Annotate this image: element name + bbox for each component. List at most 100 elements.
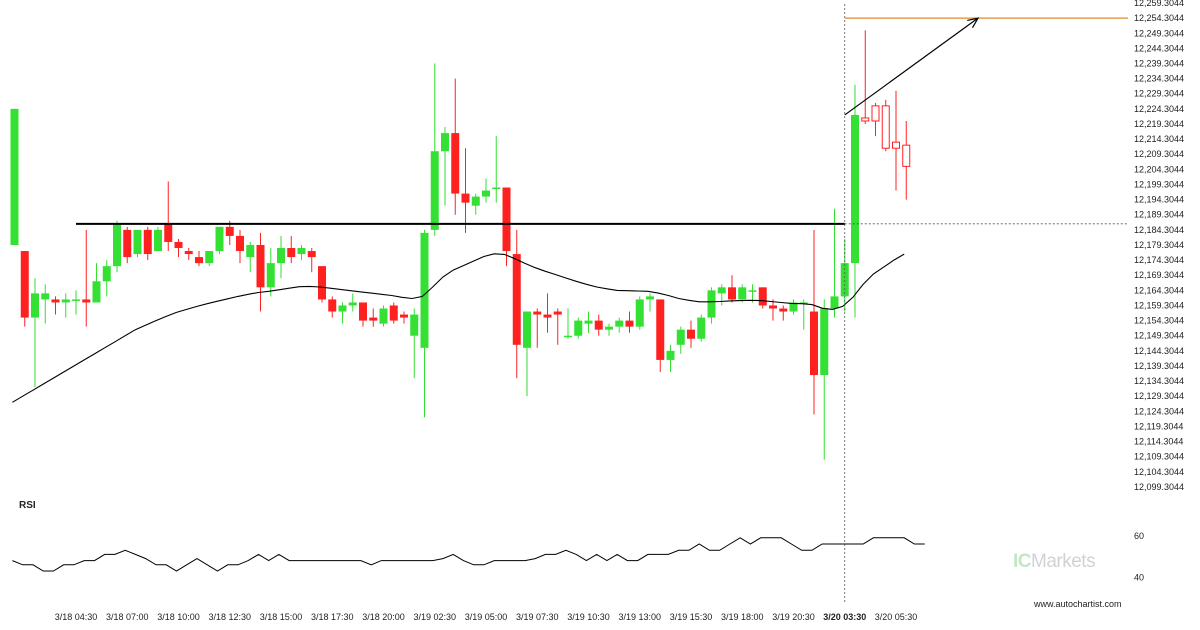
price-tick-label: 12,254.3044 [1134,13,1184,23]
price-tick-label: 12,209.3044 [1134,149,1184,159]
candle-body [779,308,788,312]
candle-body [348,302,357,306]
time-tick-label: 3/19 20:30 [772,612,815,622]
time-tick-label: 3/19 02:30 [413,612,456,622]
candle-body [635,299,644,327]
time-tick-label: 3/19 05:00 [465,612,508,622]
candle-body [902,144,911,167]
candle-body [707,290,716,318]
price-tick-label: 12,164.3044 [1134,285,1184,295]
candle-body [174,241,183,249]
time-tick-label: 3/19 13:00 [618,612,661,622]
price-tick-label: 12,154.3044 [1134,316,1184,326]
candle-body [738,287,747,300]
candle-body [871,105,880,122]
price-tick-label: 12,179.3044 [1134,240,1184,250]
time-tick-label: 3/18 15:00 [260,612,303,622]
price-tick-label: 12,124.3044 [1134,406,1184,416]
price-tick-label: 12,249.3044 [1134,28,1184,38]
candle-body [840,263,849,297]
candle-body [769,305,777,309]
candle-body [717,287,726,294]
candle-body [20,251,29,318]
candle-body [881,105,890,149]
time-tick-label: 3/19 18:00 [721,612,764,622]
candle-body [502,187,511,252]
candle-body [215,226,224,252]
candle-body [328,299,337,312]
candle-body [646,296,654,300]
candle-body [41,293,50,300]
candle-body [123,229,132,258]
price-tick-label: 12,199.3044 [1134,179,1184,189]
candle-body [400,314,408,318]
candle-body [584,320,593,324]
candle-body [810,311,818,376]
candle-body [82,299,91,303]
credit-link[interactable]: www.autochartist.com [1034,599,1122,609]
time-tick-label: 3/20 05:30 [875,612,918,622]
price-tick-label: 12,109.3044 [1134,452,1184,462]
time-tick-label: 3/18 04:30 [55,612,98,622]
candle-body [441,133,449,152]
candle-body [543,314,552,318]
price-tick-label: 12,104.3044 [1134,467,1184,477]
rsi-tick-label: 40 [1134,572,1144,582]
price-tick-label: 12,239.3044 [1134,59,1184,69]
candle-body [61,299,70,303]
price-tick-label: 12,219.3044 [1134,119,1184,129]
moving-average [12,253,905,403]
candle-body [451,133,460,194]
candle-body [430,151,439,230]
candle-body [420,232,429,348]
price-tick-label: 12,149.3044 [1134,331,1184,341]
candle-body [307,251,316,258]
candle-body [687,329,695,339]
price-tick-label: 12,119.3044 [1134,421,1183,431]
candle-body [379,308,388,324]
annotations [76,4,1128,604]
candle-body [851,114,859,264]
candle-body [318,266,326,300]
candle-body [758,287,767,306]
candle-body [830,296,839,309]
rsi-tick-label: 60 [1134,531,1144,541]
price-tick-label: 12,134.3044 [1134,376,1184,386]
price-tick-label: 12,194.3044 [1134,195,1184,205]
candle-body [492,187,501,190]
time-tick-label: 3/18 17:30 [311,612,354,622]
price-tick-label: 12,234.3044 [1134,74,1184,84]
candle-body [205,251,214,264]
candle-body [676,329,685,345]
candle-body [512,254,521,345]
candle-body [799,302,808,304]
candle-body [666,350,675,360]
moving-average-line [12,253,905,403]
candle-body [605,326,613,330]
candle-body [102,266,111,282]
candle-body [625,320,634,327]
candle-body [482,190,490,197]
candle-body [133,229,142,255]
candle-body [154,229,162,252]
candle-body [697,317,706,339]
candle-body [389,305,398,321]
candle-body [615,320,624,327]
price-tick-label: 12,159.3044 [1134,300,1184,310]
candle-body [523,311,531,348]
candle-body [820,308,829,376]
time-tick-label: 3/18 10:00 [157,612,200,622]
price-tick-label: 12,229.3044 [1134,89,1184,99]
price-tick-label: 12,144.3044 [1134,346,1184,356]
price-tick-label: 12,259.3044 [1134,0,1184,8]
time-tick-label: 3/19 15:30 [670,612,713,622]
candle-body [287,248,296,258]
candles [10,30,911,460]
candle-body [297,248,306,255]
time-tick-label: 3/20 03:30 [823,612,866,622]
candle-body [256,244,265,288]
candle-body [195,257,203,264]
watermark-prefix: IC [1013,551,1032,572]
candle-body [338,305,347,312]
rsi-panel: RSI 60 40 [12,500,1144,582]
